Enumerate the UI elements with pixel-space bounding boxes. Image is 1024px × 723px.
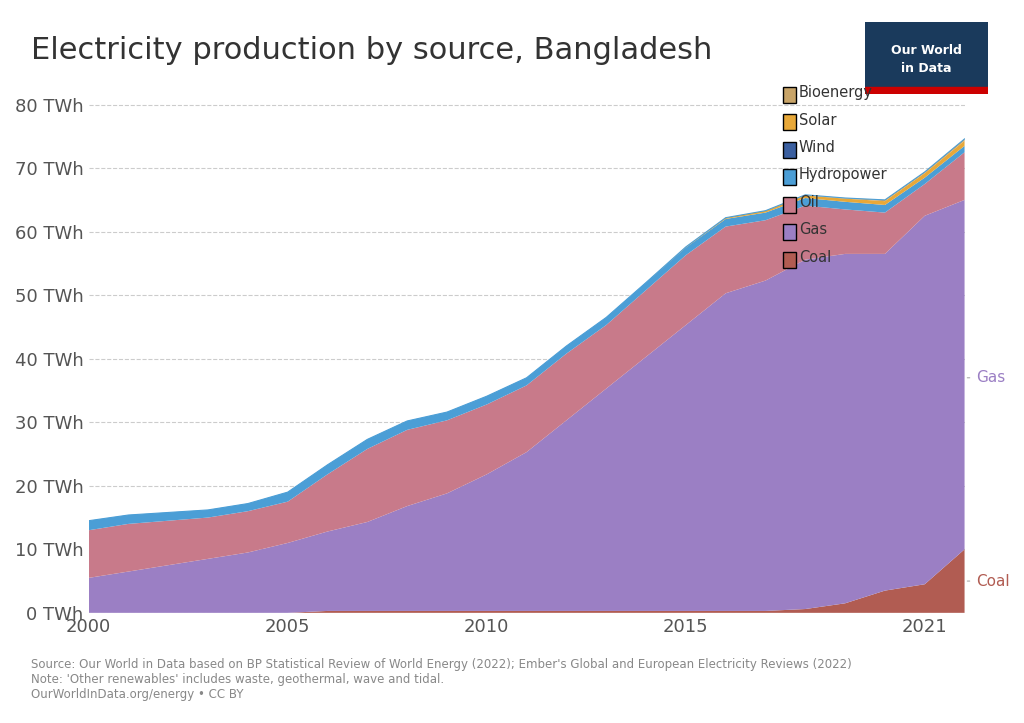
Text: Coal: Coal (799, 250, 830, 265)
Text: Electricity production by source, Bangladesh: Electricity production by source, Bangla… (31, 36, 712, 65)
Text: Solar: Solar (799, 113, 837, 127)
Text: Bioenergy: Bioenergy (799, 85, 872, 100)
Text: Oil: Oil (799, 195, 818, 210)
Text: in Data: in Data (901, 62, 952, 75)
Text: Source: Our World in Data based on BP Statistical Review of World Energy (2022);: Source: Our World in Data based on BP St… (31, 659, 852, 701)
Text: Gas: Gas (799, 223, 826, 237)
Text: Wind: Wind (799, 140, 836, 155)
Bar (865, 87, 988, 94)
Text: Gas: Gas (977, 370, 1006, 385)
Text: Coal: Coal (977, 573, 1010, 589)
Text: Our World: Our World (891, 44, 963, 57)
Text: Hydropower: Hydropower (799, 168, 888, 182)
